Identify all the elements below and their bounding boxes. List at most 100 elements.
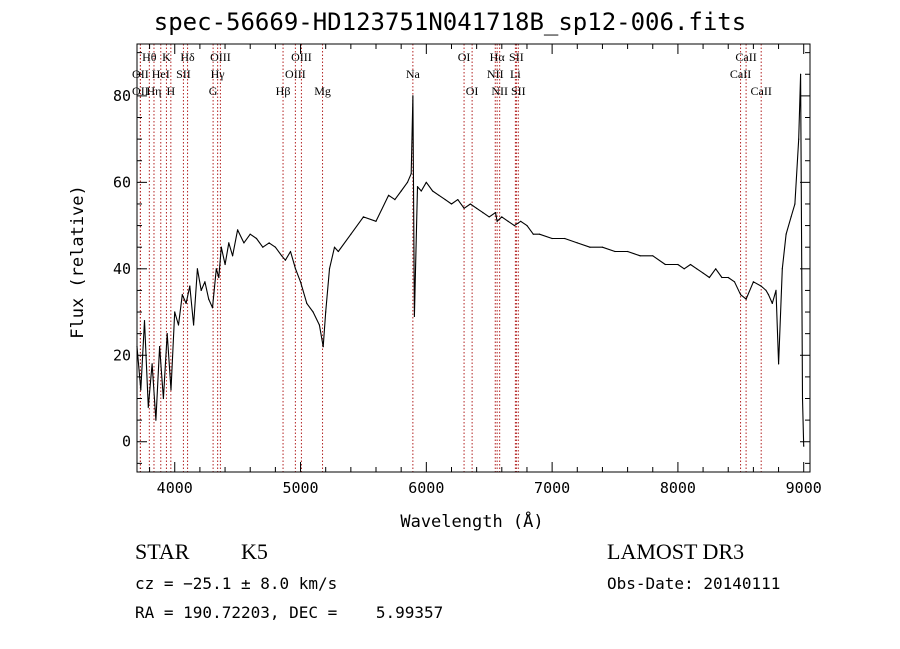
line-label-14: Hβ (276, 84, 291, 98)
series-flux (136, 73, 805, 447)
data-point-39 (306, 302, 308, 304)
data-point-14 (189, 285, 191, 287)
x-axis-label: Wavelength (Å) (400, 512, 544, 532)
x-tick-label-9000: 9000 (786, 479, 822, 497)
data-point-43 (325, 311, 327, 313)
line-label-22: Li (510, 67, 521, 81)
data-point-96 (721, 276, 723, 279)
data-point-64 (457, 199, 459, 201)
survey-name: LAMOST DR3 (607, 539, 745, 564)
data-point-54 (410, 173, 412, 175)
data-point-89 (677, 263, 679, 266)
data-point-88 (664, 263, 666, 266)
data-point-7 (162, 397, 164, 400)
data-point-82 (589, 246, 591, 248)
x-tick-label-4000: 4000 (157, 479, 193, 497)
data-point-38 (299, 281, 302, 283)
data-point-50 (388, 194, 390, 196)
data-point-74 (513, 225, 516, 227)
line-label-9: OIII (210, 50, 231, 64)
ra-dec-coordinates: RA = 190.72203, DEC = 5.99357 (135, 603, 444, 622)
data-point-115 (803, 445, 805, 447)
line-label-0: Hθ (142, 50, 157, 64)
line-label-17: OI (458, 50, 471, 64)
data-point-57 (416, 186, 419, 188)
data-point-28 (243, 242, 245, 244)
data-point-104 (767, 294, 770, 296)
line-label-15: Mg (314, 84, 331, 98)
data-point-11 (177, 324, 180, 326)
data-point-46 (337, 250, 339, 253)
line-label-18: OI (466, 84, 479, 98)
line-label-11: G (209, 84, 218, 98)
data-point-78 (538, 233, 541, 235)
y-tick-label-80: 80 (113, 87, 131, 105)
data-point-73 (507, 220, 509, 222)
data-point-75 (520, 220, 522, 222)
data-point-110 (790, 216, 792, 218)
data-point-67 (476, 207, 478, 209)
data-point-51 (394, 199, 396, 201)
data-point-18 (204, 281, 206, 283)
data-point-86 (639, 255, 641, 257)
data-point-47 (350, 233, 352, 235)
data-point-20 (211, 307, 214, 309)
line-label-3: K (162, 50, 171, 64)
axis-ticks: 4000 5000 6000 7000 8000 9000 0 20 40 60 80 (113, 44, 822, 497)
data-point-27 (237, 229, 239, 231)
data-point-59 (425, 181, 427, 183)
line-label-19: Hα (490, 50, 506, 64)
data-point-23 (220, 246, 222, 248)
y-tick-label-40: 40 (113, 260, 131, 278)
data-point-2 (143, 320, 146, 322)
data-point-91 (689, 263, 692, 266)
data-point-9 (170, 389, 172, 391)
data-point-94 (708, 276, 711, 279)
data-point-10 (174, 311, 176, 313)
data-point-17 (200, 289, 202, 291)
data-point-83 (601, 246, 604, 248)
line-label-7: SII (176, 67, 191, 81)
data-point-62 (444, 199, 446, 201)
data-point-101 (752, 281, 755, 283)
line-label-24: SII (511, 84, 526, 98)
data-point-40 (312, 311, 314, 313)
line-label-10: Hγ (211, 67, 226, 81)
data-point-72 (501, 216, 503, 218)
data-point-76 (526, 225, 528, 227)
data-point-34 (281, 255, 283, 257)
data-point-85 (627, 250, 629, 253)
data-point-93 (702, 272, 704, 274)
data-point-84 (614, 250, 616, 253)
line-label-13: OIII (285, 67, 306, 81)
data-point-5 (155, 419, 157, 421)
data-point-70 (494, 212, 497, 214)
data-point-32 (268, 242, 270, 244)
data-point-65 (463, 207, 465, 209)
data-point-31 (262, 246, 264, 248)
data-point-24 (224, 263, 226, 266)
spectral-line-markers (139, 44, 762, 472)
data-point-30 (255, 237, 258, 240)
data-point-102 (760, 285, 762, 287)
data-point-66 (469, 203, 471, 205)
data-point-45 (333, 246, 336, 248)
data-point-1 (140, 389, 142, 391)
data-point-103 (765, 289, 767, 291)
y-tick-label-20: 20 (113, 346, 131, 364)
data-point-35 (284, 259, 286, 261)
data-point-49 (375, 220, 377, 222)
data-point-87 (652, 255, 654, 257)
line-label-5: Hη (147, 84, 162, 98)
y-axis-label: Flux (relative) (68, 185, 88, 339)
data-point-16 (196, 268, 198, 270)
data-point-99 (740, 294, 742, 296)
line-label-25: CaII (735, 50, 756, 64)
line-label-1: OII (132, 67, 149, 81)
data-point-44 (328, 268, 331, 270)
data-point-3 (147, 406, 149, 408)
object-subclass: K5 (241, 539, 268, 564)
data-point-61 (438, 194, 440, 196)
